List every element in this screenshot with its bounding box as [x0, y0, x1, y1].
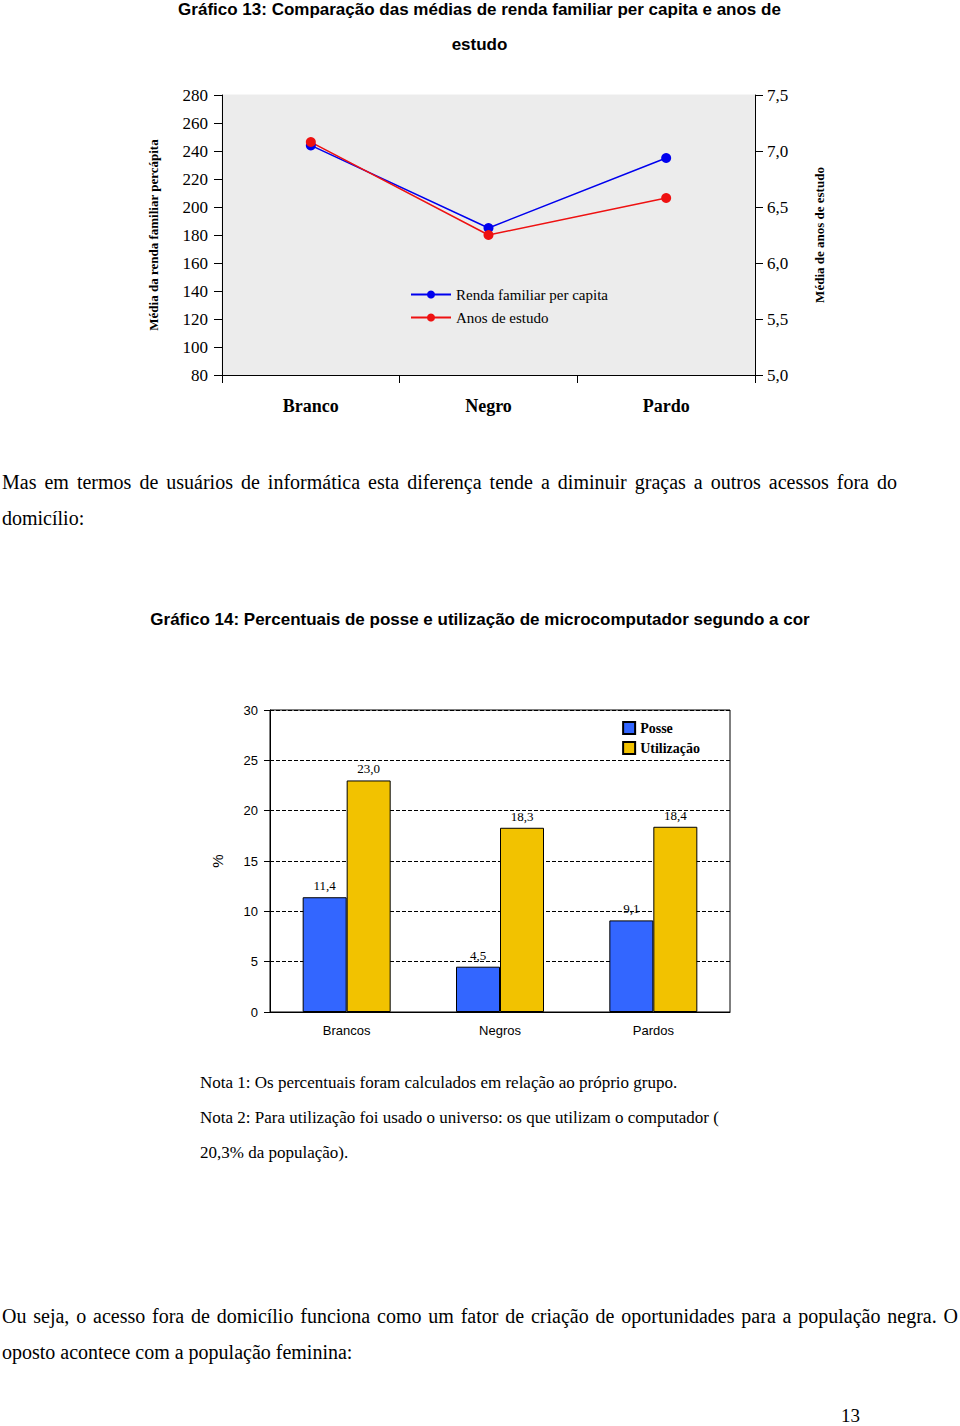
svg-text:5,0: 5,0	[767, 366, 788, 385]
svg-text:%: %	[209, 854, 226, 867]
svg-text:Brancos: Brancos	[323, 1023, 371, 1038]
svg-text:80: 80	[191, 366, 208, 385]
svg-text:Posse: Posse	[640, 721, 673, 736]
svg-text:Pardos: Pardos	[633, 1023, 675, 1038]
svg-text:6,5: 6,5	[767, 198, 788, 217]
svg-text:6,0: 6,0	[767, 254, 788, 273]
svg-text:Média da renda familiar percáp: Média da renda familiar percápita	[146, 139, 161, 331]
svg-text:260: 260	[183, 114, 209, 133]
svg-text:7,5: 7,5	[767, 86, 788, 105]
svg-text:11,4: 11,4	[314, 878, 337, 893]
svg-text:23,0: 23,0	[357, 761, 380, 776]
svg-text:Pardo: Pardo	[643, 396, 690, 416]
html-text:Nota 2: Para utilização foi us: Nota 2: Para utilização foi usado o univ…	[200, 1108, 719, 1162]
html-text:Ou seja, o acesso fora de domi: Ou seja, o acesso fora de domicílio func…	[2, 1305, 958, 1363]
svg-text:240: 240	[183, 142, 209, 161]
svg-text:100: 100	[183, 338, 209, 357]
svg-text:18,4: 18,4	[664, 808, 687, 823]
svg-text:18,3: 18,3	[511, 809, 534, 824]
html-text:Gráfico 14: Percentuais de pos: Gráfico 14: Percentuais de posse e utili…	[150, 610, 810, 629]
svg-text:200: 200	[183, 198, 209, 217]
svg-text:7,0: 7,0	[767, 142, 788, 161]
svg-text:20: 20	[244, 803, 258, 818]
svg-text:280: 280	[183, 86, 209, 105]
svg-text:120: 120	[183, 310, 209, 329]
svg-text:5,5: 5,5	[767, 310, 788, 329]
svg-text:9,1: 9,1	[623, 901, 639, 916]
html-text:Mas em termos de usuários de i: Mas em termos de usuários de informática…	[2, 471, 897, 529]
svg-text:Negros: Negros	[479, 1023, 521, 1038]
html-text:Nota 1: Os percentuais foram c: Nota 1: Os percentuais foram calculados …	[200, 1073, 678, 1092]
html-text:13: 13	[841, 1405, 860, 1426]
svg-text:Renda familiar per capita: Renda familiar per capita	[456, 287, 608, 303]
svg-text:0: 0	[251, 1005, 258, 1020]
svg-text:Negro: Negro	[465, 396, 512, 416]
svg-text:220: 220	[183, 170, 209, 189]
svg-text:4,5: 4,5	[470, 948, 486, 963]
svg-text:Utilização: Utilização	[640, 741, 700, 756]
svg-text:25: 25	[244, 753, 258, 768]
svg-text:160: 160	[183, 254, 209, 273]
svg-text:140: 140	[183, 282, 209, 301]
svg-text:Média de anos de estudo: Média de anos de estudo	[812, 167, 827, 303]
svg-text:10: 10	[244, 904, 258, 919]
svg-text:Branco: Branco	[283, 396, 339, 416]
svg-text:5: 5	[251, 954, 258, 969]
html-text:Gráfico 13: Comparação das méd: Gráfico 13: Comparação das médias de ren…	[178, 0, 781, 54]
svg-text:30: 30	[244, 703, 258, 718]
svg-text:15: 15	[244, 854, 258, 869]
svg-text:Anos de estudo: Anos de estudo	[456, 310, 549, 326]
svg-text:180: 180	[183, 226, 209, 245]
